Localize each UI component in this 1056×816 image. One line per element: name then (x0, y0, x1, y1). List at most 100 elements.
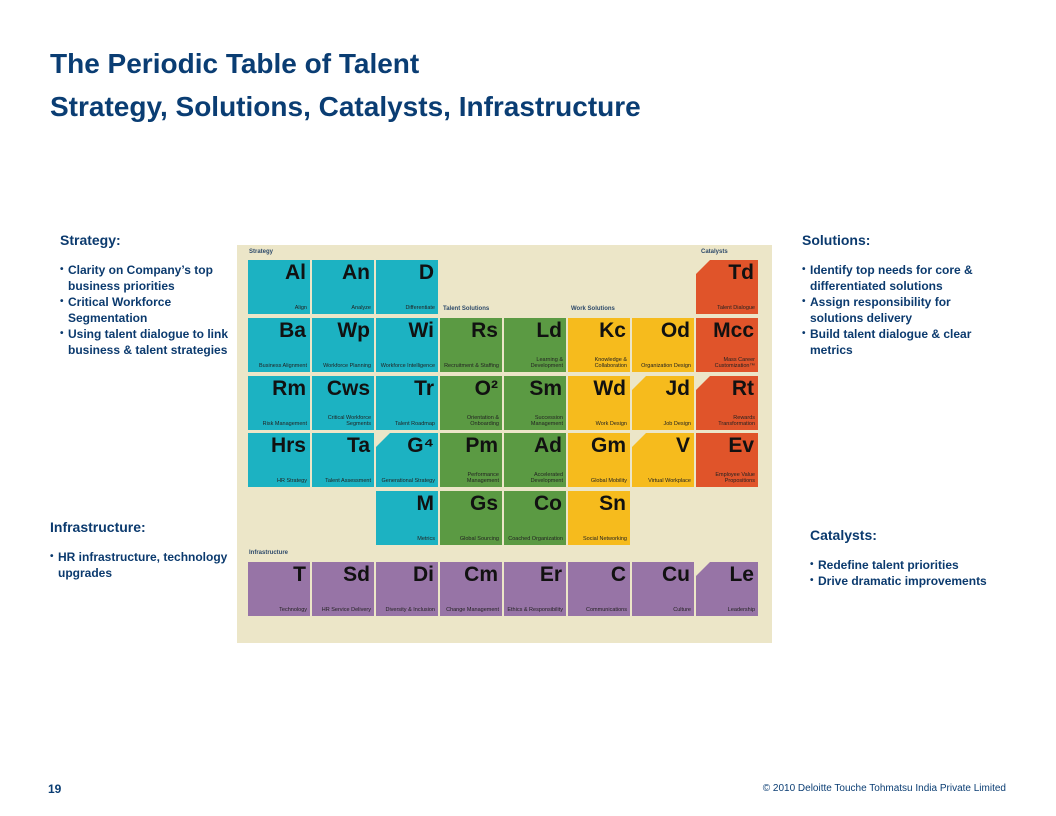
element-cell: Wp Workforce Planning (312, 318, 374, 372)
infrastructure-bullet: HR infrastructure, technology upgrades (50, 549, 230, 581)
solutions-heading: Solutions: (802, 232, 871, 248)
element-name: Recruitment & Staffing (444, 363, 499, 369)
element-symbol: An (342, 261, 370, 284)
element-symbol: D (418, 261, 434, 284)
element-name: Communications (586, 607, 627, 613)
element-symbol: M (416, 492, 435, 515)
element-symbol: Ev (728, 434, 754, 457)
element-cell: Gs Global Sourcing (440, 491, 502, 545)
element-symbol: Gs (469, 492, 498, 515)
element-name: Accelerated Development (530, 472, 563, 484)
element-cell: Co Coached Organization (504, 491, 566, 545)
element-cell: Cm Change Management (440, 562, 502, 616)
element-symbol: Sd (343, 563, 370, 586)
element-cell: Ad Accelerated Development (504, 433, 566, 487)
element-cell: Wd Work Design (568, 376, 630, 430)
strategy-bullets: Clarity on Company’s top business priori… (60, 262, 235, 358)
element-symbol: Wd (593, 377, 626, 400)
infrastructure-section-label: Infrastructure (249, 550, 289, 556)
element-symbol: Cm (464, 563, 498, 586)
element-name: Performance Management (466, 472, 499, 484)
element-name: Mass Career Customization™ (714, 357, 755, 369)
element-cell: Kc Knowledge & Collaboration (568, 318, 630, 372)
strategy-bullet: Critical Workforce Segmentation (60, 294, 235, 326)
element-name: Virtual Workplace (648, 478, 691, 484)
solutions-bullet: Identify top needs for core & differenti… (802, 262, 982, 294)
element-cell: Cws Critical Workforce Segments (312, 376, 374, 430)
element-symbol: Er (539, 563, 562, 586)
element-symbol: Gm (590, 434, 626, 457)
infrastructure-heading: Infrastructure: (50, 519, 146, 535)
element-name: Leadership (727, 607, 755, 613)
element-name: Orientation & Onboarding (466, 415, 499, 427)
page-subtitle: Strategy, Solutions, Catalysts, Infrastr… (50, 91, 641, 122)
element-symbol: Td (728, 261, 754, 284)
element-cell: Di Diversity & Inclusion (376, 562, 438, 616)
element-symbol: Wi (408, 319, 434, 342)
element-name: Talent Roadmap (394, 421, 435, 427)
element-cell: Rs Recruitment & Staffing (440, 318, 502, 372)
element-name: Global Sourcing (459, 536, 499, 542)
page-number: 19 (48, 782, 62, 796)
element-cell: Td Talent Dialogue (696, 260, 758, 314)
element-name: Differentiate (405, 305, 435, 311)
element-symbol: Od (660, 319, 690, 342)
infrastructure-bullets: HR infrastructure, technology upgrades (50, 549, 230, 581)
page-title: The Periodic Table of Talent (50, 48, 420, 79)
element-symbol: Co (534, 492, 562, 515)
element-name: Rewards Transformation (718, 415, 755, 427)
element-symbol: Al (285, 261, 306, 284)
element-symbol: Rm (272, 377, 306, 400)
solutions-bullets: Identify top needs for core & differenti… (802, 262, 982, 358)
element-symbol: Kc (599, 319, 626, 342)
catalysts-bullet: Drive dramatic improvements (810, 573, 990, 589)
element-name: Technology (279, 607, 307, 613)
element-symbol: Ta (347, 434, 370, 457)
periodic-table: Strategy Catalysts Talent Solutions Work… (237, 245, 772, 643)
element-cell: Ba Business Alignment (248, 318, 310, 372)
element-symbol: Jd (665, 377, 690, 400)
strategy-heading: Strategy: (60, 232, 121, 248)
infrastructure-panel: Infrastructure: HR infrastructure, techn… (50, 519, 230, 581)
element-cell: V Virtual Workplace (632, 433, 694, 487)
element-name: Risk Management (262, 421, 307, 427)
element-symbol: Ld (536, 319, 562, 342)
element-symbol: Rs (471, 319, 498, 342)
element-cell: T Technology (248, 562, 310, 616)
catalysts-panel: Catalysts: Redefine talent priorities Dr… (810, 527, 990, 589)
work-solutions-section-label: Work Solutions (571, 306, 615, 312)
element-name: Social Networking (582, 536, 627, 542)
element-name: Global Mobility (590, 478, 627, 484)
element-cell: Sd HR Service Delivery (312, 562, 374, 616)
element-cell: Wi Workforce Intelligence (376, 318, 438, 372)
element-name: Analyze (351, 305, 371, 311)
element-cell: Al Align (248, 260, 310, 314)
talent-solutions-section-label: Talent Solutions (443, 306, 490, 312)
element-cell: Rt Rewards Transformation (696, 376, 758, 430)
solutions-panel: Solutions: Identify top needs for core &… (802, 232, 982, 358)
element-name: Talent Dialogue (717, 305, 755, 311)
element-name: Ethics & Responsibility (507, 607, 563, 613)
element-name: Generational Strategy (381, 478, 435, 484)
element-name: Organization Design (641, 363, 691, 369)
solutions-bullet: Build talent dialogue & clear metrics (802, 326, 982, 358)
element-cell: Pm Performance Management (440, 433, 502, 487)
element-name: Employee Value Propositions (715, 472, 755, 484)
element-symbol: C (610, 563, 626, 586)
element-name: Workforce Intelligence (380, 363, 435, 369)
element-name: Coached Organization (508, 536, 563, 542)
element-cell: Er Ethics & Responsibility (504, 562, 566, 616)
element-cell: G⁴ Generational Strategy (376, 433, 438, 487)
element-symbol: Hrs (270, 434, 306, 457)
element-name: Culture (673, 607, 691, 613)
element-cell: Jd Job Design (632, 376, 694, 430)
element-symbol: Rt (731, 377, 754, 400)
element-name: Knowledge & Collaboration (594, 357, 627, 369)
element-symbol: Pm (465, 434, 498, 457)
element-cell: Ev Employee Value Propositions (696, 433, 758, 487)
element-cell: Tr Talent Roadmap (376, 376, 438, 430)
catalysts-bullet: Redefine talent priorities (810, 557, 990, 573)
element-cell: Ta Talent Assessment (312, 433, 374, 487)
element-symbol: G⁴ (407, 434, 434, 457)
element-cell: Mcc Mass Career Customization™ (696, 318, 758, 372)
